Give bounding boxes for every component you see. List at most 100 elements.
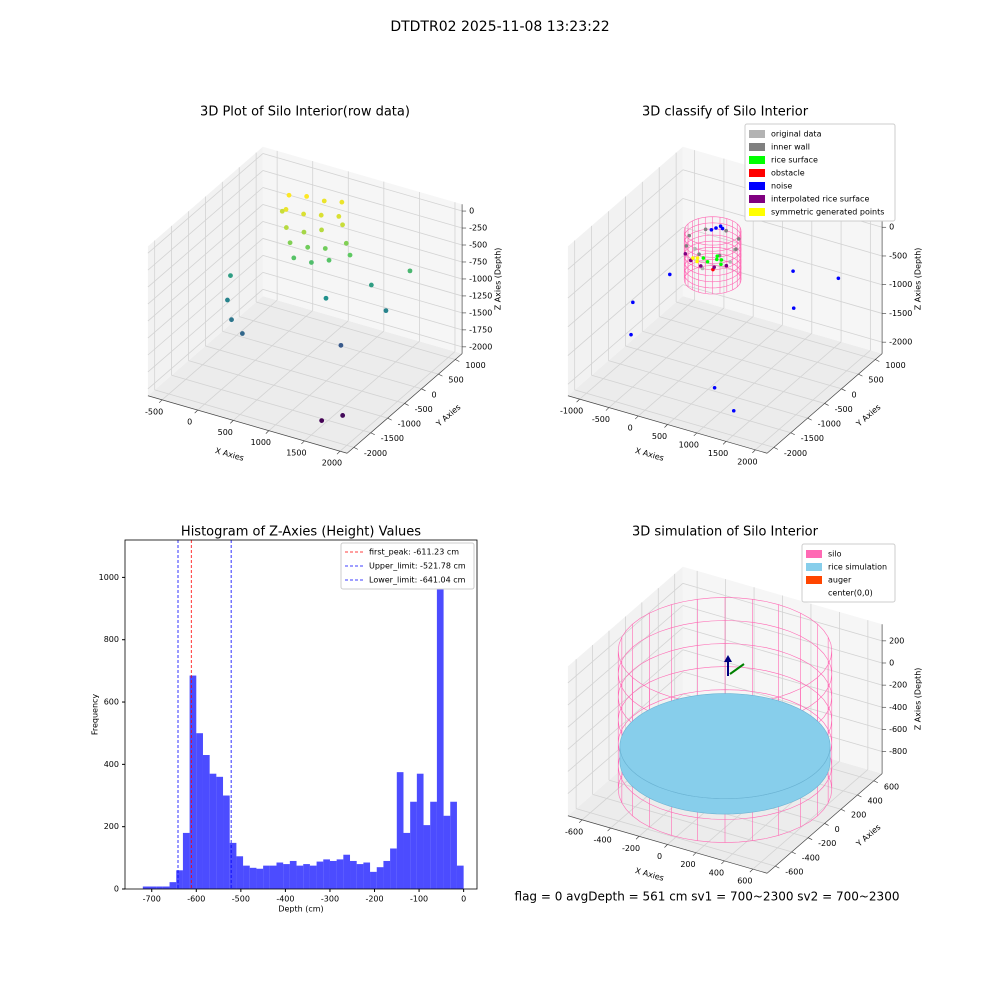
bar bbox=[350, 860, 357, 889]
tick-mark bbox=[807, 417, 812, 421]
tick-mark bbox=[194, 409, 198, 414]
grid-line bbox=[256, 301, 456, 360]
footer-status: flag = 0 avgDepth = 561 cm sv1 = 700~230… bbox=[515, 890, 900, 904]
tick-mark bbox=[721, 860, 725, 865]
grid-line bbox=[262, 221, 463, 280]
bar bbox=[309, 865, 317, 889]
grid-line bbox=[567, 649, 684, 750]
bar bbox=[142, 886, 150, 889]
bar bbox=[283, 864, 290, 889]
y-tick-label: -2000 bbox=[364, 449, 387, 458]
grid-line bbox=[262, 255, 463, 314]
y-tick-label: -500 bbox=[835, 405, 853, 414]
data-point bbox=[709, 227, 714, 232]
y-tick-label: 1000 bbox=[885, 361, 905, 370]
y-tick-label: 600 bbox=[884, 782, 899, 791]
grid-line bbox=[567, 284, 684, 385]
tick-mark bbox=[404, 403, 409, 406]
data-point bbox=[668, 272, 672, 277]
legend-swatch bbox=[749, 169, 765, 177]
tick-mark bbox=[421, 388, 426, 392]
x-tick-label: 0 bbox=[187, 418, 192, 427]
bar bbox=[176, 870, 183, 889]
grid-line bbox=[147, 153, 264, 254]
legend-swatch bbox=[806, 550, 822, 558]
axis-line bbox=[147, 395, 348, 454]
grid-line bbox=[154, 389, 354, 448]
grid-line bbox=[682, 627, 883, 686]
tick-mark bbox=[808, 837, 813, 840]
wireframe bbox=[683, 265, 742, 295]
grid-line bbox=[262, 187, 463, 246]
tick-mark bbox=[605, 407, 610, 411]
legend-box bbox=[744, 123, 896, 222]
z-tick-label: -500 bbox=[469, 241, 487, 250]
legend-box bbox=[801, 543, 896, 603]
tick-mark bbox=[336, 450, 341, 455]
tick-mark bbox=[824, 823, 829, 826]
bar bbox=[423, 825, 431, 889]
z-tick-label: -2000 bbox=[889, 338, 912, 347]
legend-label: silo bbox=[828, 550, 842, 559]
chart-title: 3D classify of Silo Interior bbox=[642, 105, 809, 120]
grid-line bbox=[262, 153, 463, 212]
data-point bbox=[836, 276, 841, 281]
data-point bbox=[301, 229, 307, 235]
z-axis-label: Z Axies (Depth) bbox=[914, 668, 923, 731]
data-point bbox=[734, 247, 738, 251]
grid-line bbox=[262, 271, 463, 331]
y-tick-label: 0 bbox=[835, 825, 840, 834]
y-tick-label: 400 bbox=[104, 760, 119, 769]
data-point bbox=[693, 247, 697, 251]
legend-label: center(0,0) bbox=[828, 589, 873, 598]
grid-line bbox=[625, 345, 825, 404]
z-tick-label: -750 bbox=[469, 257, 487, 266]
data-point bbox=[319, 227, 324, 233]
data-point bbox=[318, 212, 324, 218]
z-tick-label: -800 bbox=[889, 747, 907, 756]
z-tick-label: -1000 bbox=[469, 274, 492, 283]
bar bbox=[416, 773, 424, 889]
data-point bbox=[286, 192, 292, 198]
tick-mark bbox=[387, 417, 392, 421]
tick-mark bbox=[634, 415, 639, 420]
data-point bbox=[728, 260, 732, 264]
data-point bbox=[714, 257, 719, 262]
x-tick-label: -400 bbox=[276, 895, 294, 904]
bar bbox=[202, 755, 210, 889]
legend-label: first_peak: -611.23 cm bbox=[369, 548, 459, 557]
grid-line bbox=[682, 226, 883, 286]
data-point bbox=[323, 295, 329, 301]
tick-mark bbox=[578, 819, 583, 824]
bar bbox=[149, 886, 157, 889]
z-tick-label: -2000 bbox=[469, 342, 492, 351]
legend-label: noise bbox=[771, 182, 792, 191]
data-point bbox=[631, 300, 635, 305]
bar bbox=[189, 675, 197, 889]
bar bbox=[390, 848, 397, 889]
bar bbox=[229, 842, 237, 889]
z-tick-label: 0 bbox=[889, 223, 894, 232]
x-tick-label: -1000 bbox=[560, 407, 583, 416]
data-point bbox=[691, 256, 695, 260]
grid-line bbox=[262, 238, 463, 297]
rice-surface bbox=[619, 693, 831, 800]
y-tick-label: -1500 bbox=[801, 434, 824, 443]
data-point bbox=[304, 193, 310, 199]
tick-mark bbox=[158, 399, 163, 404]
y-tick-label: -1000 bbox=[398, 420, 421, 429]
data-point bbox=[383, 308, 389, 314]
bar bbox=[276, 862, 284, 889]
grid-line bbox=[608, 360, 808, 419]
grid-line bbox=[147, 187, 264, 288]
y-tick-label: -500 bbox=[415, 405, 433, 414]
data-point bbox=[698, 264, 703, 268]
grid-line bbox=[682, 671, 883, 730]
grid-line bbox=[682, 582, 883, 642]
grid-line bbox=[147, 272, 264, 373]
tick-mark bbox=[353, 447, 358, 450]
grid-line bbox=[205, 345, 405, 404]
legend-label: original data bbox=[771, 130, 822, 139]
y-axis-label: Frequency bbox=[91, 694, 100, 736]
grid-line bbox=[567, 169, 684, 270]
